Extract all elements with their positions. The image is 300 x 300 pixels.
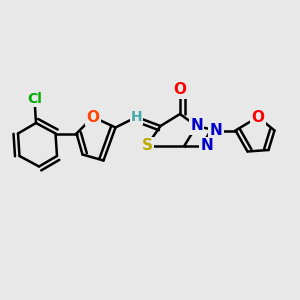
Text: N: N <box>210 123 222 138</box>
Text: N: N <box>190 118 203 134</box>
Text: S: S <box>142 138 152 153</box>
Text: O: O <box>86 110 100 124</box>
Text: N: N <box>201 138 213 153</box>
Text: H: H <box>131 110 142 124</box>
Text: O: O <box>251 110 265 124</box>
Text: O: O <box>173 82 187 98</box>
Text: Cl: Cl <box>27 92 42 106</box>
